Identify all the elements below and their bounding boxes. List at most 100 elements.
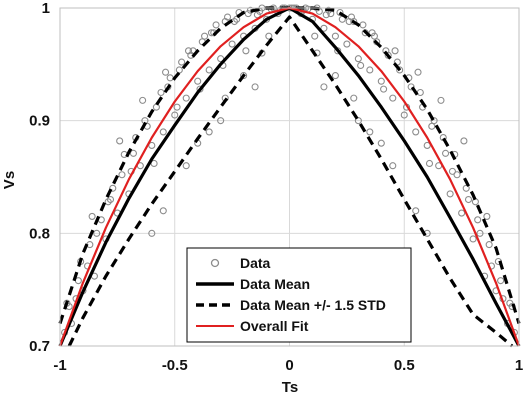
data-point: [412, 128, 420, 136]
data-point: [389, 94, 397, 102]
data-point: [212, 21, 220, 29]
data-point: [240, 72, 248, 80]
data-point: [106, 195, 115, 204]
data-point: [223, 13, 232, 21]
std-band-line: [58, 6, 521, 324]
data-point: [336, 8, 344, 17]
data-point: [228, 40, 236, 48]
data-point: [354, 55, 362, 63]
data-point: [366, 128, 374, 136]
data-point: [148, 229, 156, 237]
data-point: [400, 111, 408, 119]
data-point: [253, 11, 261, 19]
data-point: [182, 94, 190, 102]
data-point: [506, 299, 514, 307]
data-point: [171, 111, 179, 119]
data-point: [476, 229, 484, 237]
x-tick-label: -0.5: [162, 357, 188, 374]
data-point: [242, 47, 250, 55]
data-point: [178, 58, 186, 66]
data-point: [485, 241, 493, 249]
data-point: [311, 32, 319, 40]
data-point: [469, 235, 477, 243]
data-point: [460, 137, 468, 145]
legend-label-data-mean: Data Mean: [240, 276, 310, 292]
data-point: [414, 68, 422, 76]
data-point: [474, 216, 482, 224]
data-point: [380, 85, 388, 93]
data-point: [350, 17, 358, 26]
legend-label-data: Data: [240, 255, 271, 271]
data-point: [497, 277, 505, 285]
data-point: [265, 32, 273, 40]
data-point: [331, 32, 339, 40]
data-point: [331, 72, 339, 80]
data-point: [173, 103, 181, 111]
data-point: [343, 40, 351, 48]
data-point: [251, 83, 259, 91]
data-point: [442, 149, 450, 157]
data-point: [322, 11, 330, 19]
data-point: [396, 66, 404, 74]
data-point: [377, 139, 385, 147]
x-tick-label: 0.5: [394, 357, 415, 374]
data-point: [205, 128, 213, 136]
data-point: [217, 117, 225, 125]
data-point: [182, 162, 190, 170]
data-point: [184, 47, 193, 55]
data-point: [448, 167, 456, 175]
data-point: [462, 184, 470, 192]
data-point: [159, 207, 167, 215]
data-point: [407, 83, 415, 91]
data-point: [412, 207, 420, 215]
legend: Data Data Mean Data Mean +/- 1.5 STD Ove…: [186, 247, 412, 343]
data-point: [350, 94, 358, 102]
data-point: [148, 141, 156, 150]
data-point: [88, 212, 96, 220]
data-point: [116, 137, 124, 145]
data-point: [118, 171, 126, 179]
data-point: [423, 141, 431, 150]
data-point: [157, 88, 165, 97]
data-point: [175, 66, 183, 74]
y-tick-label: 0.9: [29, 113, 50, 130]
data-point: [458, 209, 466, 217]
x-tick-label: 1: [515, 357, 523, 374]
data-point: [129, 149, 137, 157]
x-tick-labels: -1 -0.5 0 0.5 1: [53, 357, 523, 374]
data-point: [201, 32, 209, 40]
data-point: [389, 162, 397, 170]
data-point: [104, 198, 112, 206]
data-point: [430, 117, 438, 125]
x-axis-title: Ts: [282, 379, 298, 396]
data-point: [377, 77, 385, 85]
y-tick-labels: 0.7 0.8 0.9 1: [29, 0, 50, 355]
data-point: [391, 47, 399, 55]
x-tick-label: 0: [285, 357, 293, 374]
data-point: [139, 96, 147, 104]
data-point: [320, 83, 328, 91]
data-point: [368, 29, 376, 37]
data-point: [205, 66, 213, 74]
data-point: [150, 159, 158, 168]
data-point: [437, 96, 445, 104]
data-point: [159, 128, 167, 136]
std-band-line: [67, 15, 514, 348]
data-point: [109, 184, 117, 192]
data-point: [425, 159, 434, 168]
plot-frame: [59, 7, 520, 347]
data-point: [366, 66, 374, 74]
data-point: [194, 77, 202, 85]
x-tick-label: -1: [53, 357, 66, 374]
data-point: [357, 61, 365, 70]
data-point: [93, 229, 101, 237]
legend-label-overall-fit: Overall Fit: [240, 318, 309, 334]
y-tick-label: 1: [42, 0, 50, 17]
data-point: [464, 195, 473, 204]
legend-label-data-mean-std: Data Mean +/- 1.5 STD: [240, 297, 386, 313]
data-point: [446, 190, 454, 198]
y-tick-label: 0.8: [29, 225, 50, 242]
data-point: [162, 68, 170, 76]
data-point: [453, 171, 461, 179]
